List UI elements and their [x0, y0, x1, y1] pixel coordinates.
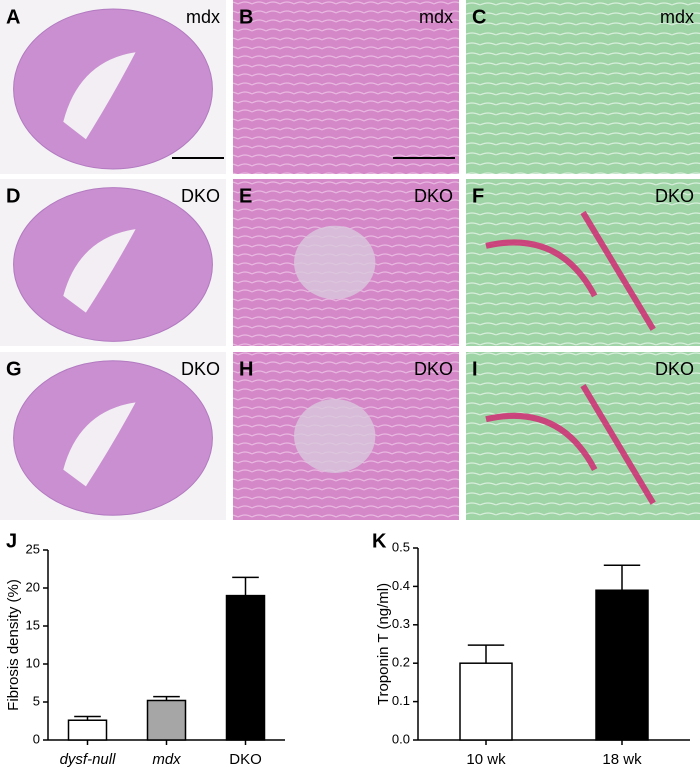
histology-sirius	[466, 0, 700, 174]
panel-letter: E	[239, 185, 252, 207]
bar	[225, 594, 266, 741]
panel-label: mdx	[419, 7, 453, 27]
y-tick-label: 0.1	[392, 693, 410, 708]
panel-letter: I	[472, 358, 478, 380]
panel-letter: D	[6, 185, 20, 207]
histology-sirius	[466, 179, 700, 346]
y-axis-label: Fibrosis density (%)	[5, 579, 22, 711]
histology-he	[233, 0, 459, 174]
fibrotic-area	[294, 225, 376, 300]
panel-letter: A	[6, 6, 20, 28]
bar	[67, 719, 108, 741]
fibrotic-area	[294, 399, 376, 473]
x-tick-label: 10 wk	[466, 751, 506, 768]
panel-letter: H	[239, 358, 253, 380]
panel-label: DKO	[181, 186, 220, 206]
panel-label: DKO	[655, 186, 694, 206]
y-tick-label: 0.5	[392, 539, 410, 554]
y-tick-label: 5	[33, 693, 40, 708]
panel-label: mdx	[660, 7, 694, 27]
panel-letter: F	[472, 185, 484, 207]
panel-label: DKO	[414, 186, 453, 206]
ventricle-lumen	[63, 52, 136, 140]
x-tick-label: DKO	[229, 751, 262, 768]
collagen-stain	[485, 384, 656, 505]
y-tick-label: 20	[26, 579, 40, 594]
panel-letter: C	[472, 6, 486, 28]
y-axis-label: Troponin T (ng/ml)	[375, 583, 392, 705]
panel-label: mdx	[186, 7, 220, 27]
bar	[595, 589, 649, 741]
panel-letter: G	[6, 358, 22, 380]
y-tick-label: 0.2	[392, 655, 410, 670]
panel-label: DKO	[181, 359, 220, 379]
ventricle-lumen	[63, 402, 136, 487]
ventricle-lumen	[63, 229, 136, 313]
y-tick-label: 0.4	[392, 578, 410, 593]
histology-sirius	[466, 352, 700, 520]
panel-letter: K	[372, 530, 387, 552]
panel-label: DKO	[414, 359, 453, 379]
panel-letter: B	[239, 6, 253, 28]
y-tick-label: 0	[33, 731, 40, 746]
panel-label: DKO	[655, 359, 694, 379]
y-tick-label: 0.0	[392, 731, 410, 746]
bar	[146, 699, 187, 741]
y-tick-label: 0.3	[392, 616, 410, 631]
x-tick-label: dysf-null	[60, 751, 117, 768]
y-tick-label: 25	[26, 541, 40, 556]
collagen-stain	[485, 210, 656, 331]
x-tick-label: 18 wk	[602, 751, 642, 768]
panel-letter: J	[6, 530, 17, 552]
y-tick-label: 15	[26, 617, 40, 632]
x-tick-label: mdx	[152, 751, 181, 768]
bar	[459, 662, 513, 741]
y-tick-label: 10	[26, 655, 40, 670]
